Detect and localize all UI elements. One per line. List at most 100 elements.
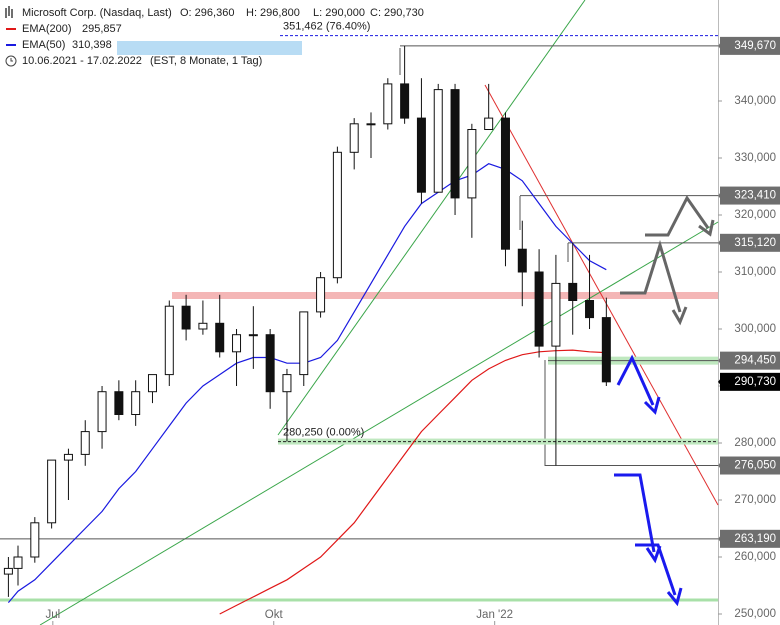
- candle: [30, 517, 40, 563]
- candle-body: [500, 117, 510, 250]
- y-tick-label: 260,000: [734, 551, 776, 563]
- arrow: [635, 543, 677, 596]
- candle: [332, 146, 342, 284]
- candle: [568, 242, 578, 335]
- legend-value: 295,857: [82, 23, 122, 35]
- trend-line: [39, 221, 719, 625]
- candle: [248, 306, 258, 369]
- candle: [601, 297, 611, 387]
- level-box: [720, 233, 780, 252]
- candle-body: [316, 277, 326, 313]
- candle-body: [97, 391, 107, 433]
- candle-body: [416, 117, 426, 193]
- candle: [282, 368, 292, 442]
- candle-body: [47, 459, 57, 524]
- candle: [47, 459, 57, 529]
- icon: [5, 6, 13, 18]
- arrow: [620, 239, 682, 313]
- candle: [585, 254, 595, 330]
- candle-body: [299, 311, 309, 376]
- last-price-label: 290,730: [734, 376, 776, 388]
- legend-name: EMA(200): [22, 23, 72, 35]
- candle-body: [551, 282, 561, 347]
- candle-body: [232, 334, 242, 353]
- candle: [400, 45, 410, 124]
- y-tick-label: 330,000: [734, 152, 776, 164]
- candle-body: [585, 300, 595, 319]
- level-box: [720, 351, 780, 370]
- candle-body: [248, 334, 258, 337]
- candle-body: [164, 305, 174, 376]
- period-info: (EST, 8 Monate, 1 Tag): [150, 55, 262, 67]
- annotation-label: 280,250 (0.00%): [283, 426, 364, 438]
- candle: [114, 380, 124, 421]
- trend-line: [484, 84, 719, 506]
- y-tick-label: 250,000: [734, 608, 776, 620]
- candle: [517, 220, 527, 307]
- candle-body: [13, 556, 23, 569]
- level-box: [720, 529, 780, 548]
- candle-body: [568, 282, 578, 302]
- y-tick-label: 310,000: [734, 266, 776, 278]
- candle-body: [131, 391, 141, 416]
- candle: [500, 112, 510, 267]
- annotation-label: 351,462 (76.40%): [283, 21, 370, 33]
- level-pointer: [718, 40, 722, 51]
- resistance-zone: [172, 292, 718, 299]
- candle: [3, 556, 13, 597]
- candle-body: [181, 305, 191, 330]
- candle: [551, 254, 561, 466]
- level-pointer: [718, 190, 722, 201]
- level-box: [720, 456, 780, 475]
- level-label: 323,410: [734, 190, 776, 202]
- candle-body: [450, 89, 460, 199]
- candle: [299, 311, 309, 387]
- chart-title: Microsoft Corp. (Nasdaq, Last): [22, 7, 172, 19]
- candle: [534, 249, 544, 358]
- candle: [80, 420, 90, 466]
- candle: [450, 83, 460, 216]
- highlight: [117, 41, 302, 55]
- candle-body: [433, 89, 443, 193]
- candle: [63, 448, 73, 500]
- arrow: [614, 473, 656, 553]
- candle: [416, 78, 426, 204]
- candle-body: [383, 83, 393, 125]
- candle-body: [517, 248, 527, 273]
- candle: [366, 112, 376, 159]
- candle-body: [349, 123, 359, 153]
- candle-body: [30, 522, 40, 558]
- ohlc-open: O: 296,360: [180, 7, 234, 19]
- arrow-head: [645, 545, 662, 564]
- candle-body: [484, 117, 494, 131]
- candle: [467, 123, 477, 238]
- x-tick-label: Jan '22: [476, 609, 513, 621]
- candle-body: [147, 374, 157, 393]
- level-label: 315,120: [734, 237, 776, 249]
- candle-body: [601, 317, 611, 383]
- candle: [265, 329, 275, 409]
- clock-icon: [5, 55, 17, 67]
- y-tick-label: 340,000: [734, 95, 776, 107]
- candle-body: [63, 453, 73, 461]
- candle: [164, 300, 174, 387]
- trend-line: [277, 0, 586, 436]
- candle: [383, 78, 393, 130]
- candle: [13, 545, 23, 586]
- level-label: 276,050: [734, 460, 776, 472]
- candle-body: [400, 83, 410, 119]
- legend-value: 310,398: [72, 39, 112, 51]
- candle: [198, 300, 208, 335]
- candle: [316, 272, 326, 318]
- candle-body: [80, 431, 90, 455]
- y-tick-label: 300,000: [734, 323, 776, 335]
- x-tick-label: Okt: [265, 609, 284, 621]
- arrow-head: [671, 306, 688, 326]
- plot-area: [0, 35, 718, 615]
- candle-body: [215, 322, 225, 353]
- level-label: 294,450: [734, 355, 776, 367]
- candle-body: [114, 391, 124, 416]
- y-tick-label: 280,000: [734, 437, 776, 449]
- level-pointer: [718, 355, 722, 366]
